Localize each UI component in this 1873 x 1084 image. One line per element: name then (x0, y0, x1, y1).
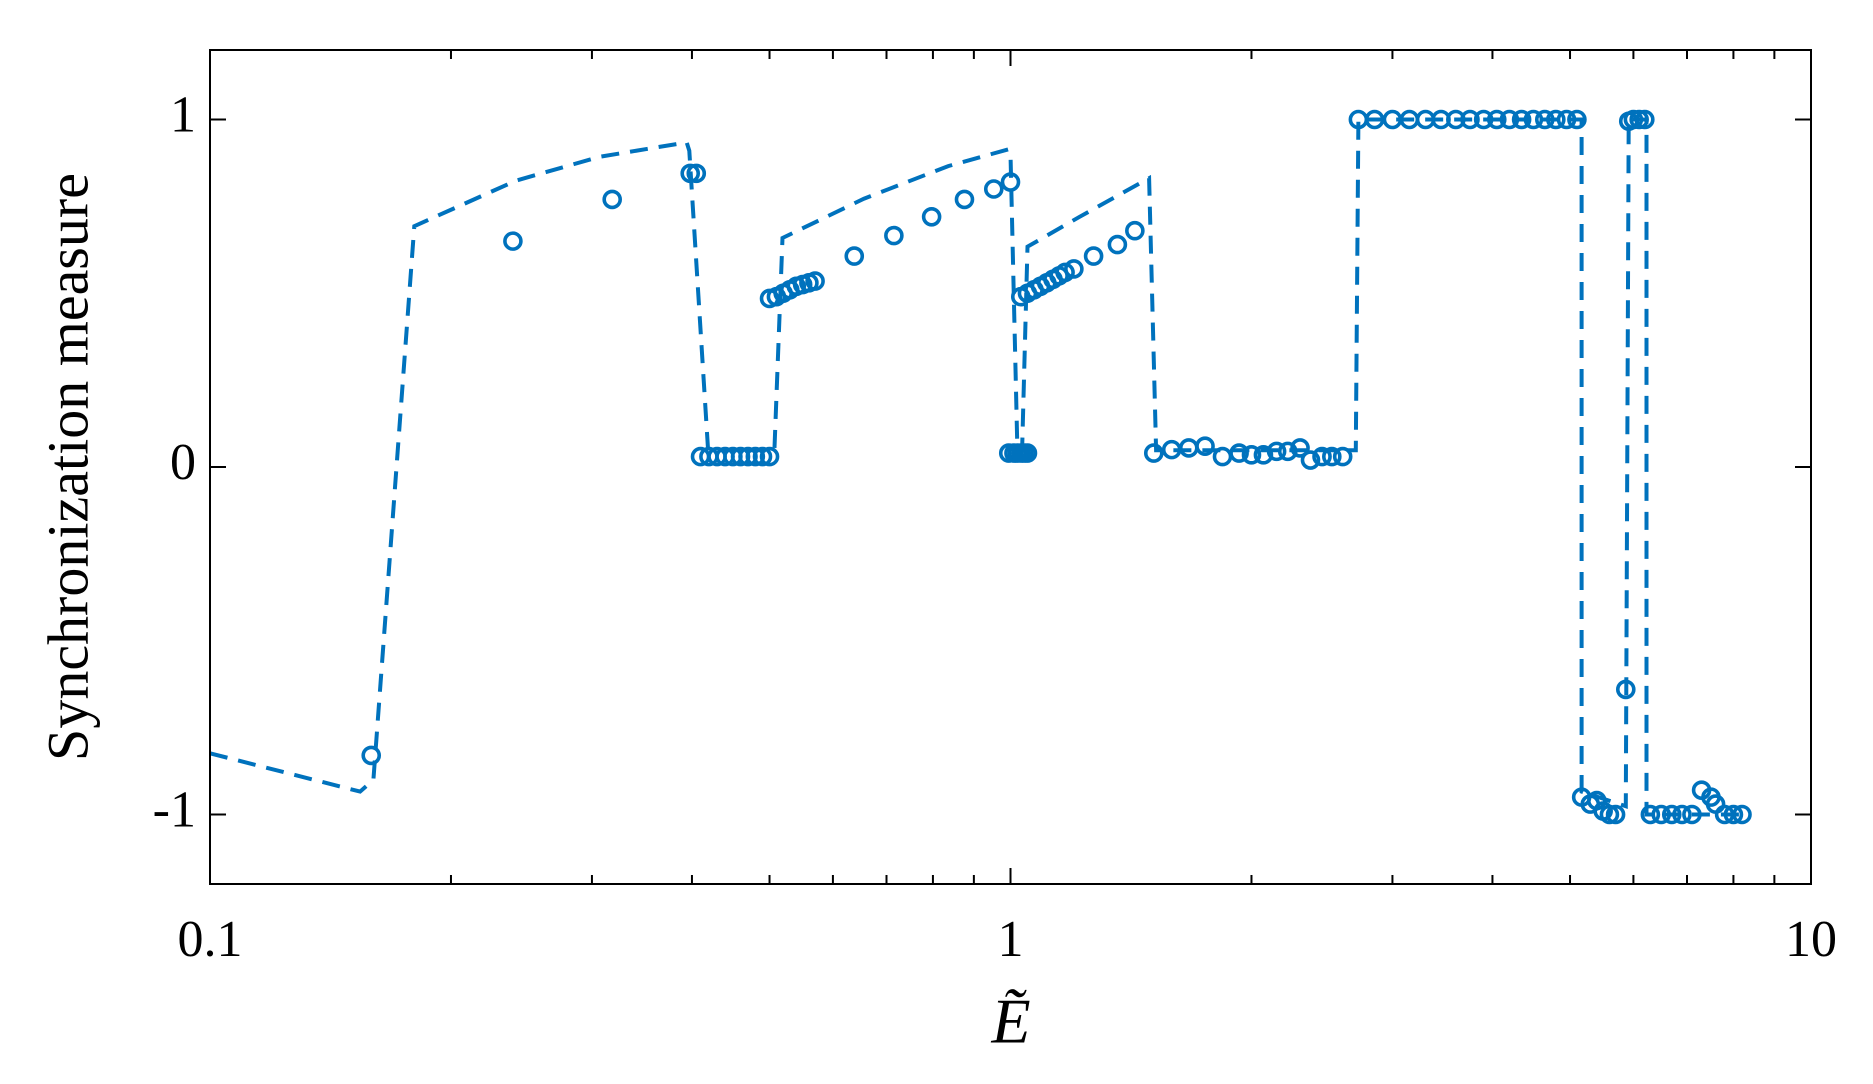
data-point (805, 271, 825, 291)
data-point (884, 225, 904, 246)
y-tick-label: -1 (153, 781, 196, 838)
data-line (210, 117, 1740, 817)
data-point (1556, 109, 1577, 130)
data-point (1083, 246, 1104, 266)
data-point (752, 446, 773, 467)
data-point (983, 179, 1004, 199)
data-point (1000, 172, 1021, 192)
x-tick-label: 0.1 (178, 911, 243, 968)
data-point (1212, 446, 1233, 467)
plot-frame (209, 49, 1812, 885)
data-point (1682, 804, 1702, 825)
data-point (1055, 262, 1075, 283)
data-point (1332, 446, 1353, 467)
data-point (1640, 804, 1661, 825)
data-point (1615, 679, 1636, 700)
data-point (1364, 109, 1385, 130)
data-point (1017, 443, 1038, 463)
data-point (1446, 109, 1466, 130)
data-point (1178, 438, 1199, 458)
data-point (1486, 109, 1507, 130)
data-point (1546, 109, 1566, 130)
y-tick-label: 0 (170, 434, 196, 491)
data-point (1300, 450, 1321, 470)
x-tick-label: 1 (998, 911, 1024, 968)
data-point (1290, 438, 1310, 458)
data-point (1229, 443, 1249, 463)
data-point (1651, 804, 1672, 825)
data-point (1511, 109, 1532, 130)
data-point (1312, 446, 1332, 467)
data-point (1523, 109, 1544, 130)
data-point (503, 231, 523, 251)
data-point (1723, 804, 1744, 825)
data-point (1460, 109, 1480, 130)
data-point (1599, 804, 1620, 825)
data-point (921, 207, 942, 227)
x-axis-label: Ẽ (990, 986, 1030, 1057)
data-point (954, 189, 975, 210)
data-point (1322, 446, 1342, 467)
data-point (1499, 109, 1520, 130)
data-point (686, 163, 707, 184)
data-point (1064, 259, 1084, 279)
data-point (1534, 109, 1555, 130)
data-point (1732, 804, 1752, 825)
data-point (1195, 436, 1215, 456)
data-point (1107, 234, 1128, 255)
data-point (1143, 443, 1164, 463)
data-point (745, 446, 766, 467)
y-tick-label: 1 (170, 86, 196, 143)
data-point (1473, 109, 1494, 130)
data-point (361, 745, 382, 766)
y-axis-label: Synchronization measure (35, 173, 100, 761)
data-point (1277, 441, 1298, 462)
x-tick-label: 10 (1785, 911, 1837, 968)
data-point (1623, 109, 1644, 130)
data-point (1266, 441, 1287, 462)
data-point (1635, 109, 1655, 130)
data-point (844, 246, 865, 266)
data-point (1672, 804, 1692, 825)
data-point (680, 163, 701, 184)
data-point (602, 189, 622, 210)
data-point (1661, 804, 1682, 825)
data-point (1567, 109, 1587, 130)
data-point (1125, 220, 1145, 241)
data-point (1241, 445, 1262, 465)
data-point (759, 446, 780, 467)
data-point (1605, 804, 1626, 825)
